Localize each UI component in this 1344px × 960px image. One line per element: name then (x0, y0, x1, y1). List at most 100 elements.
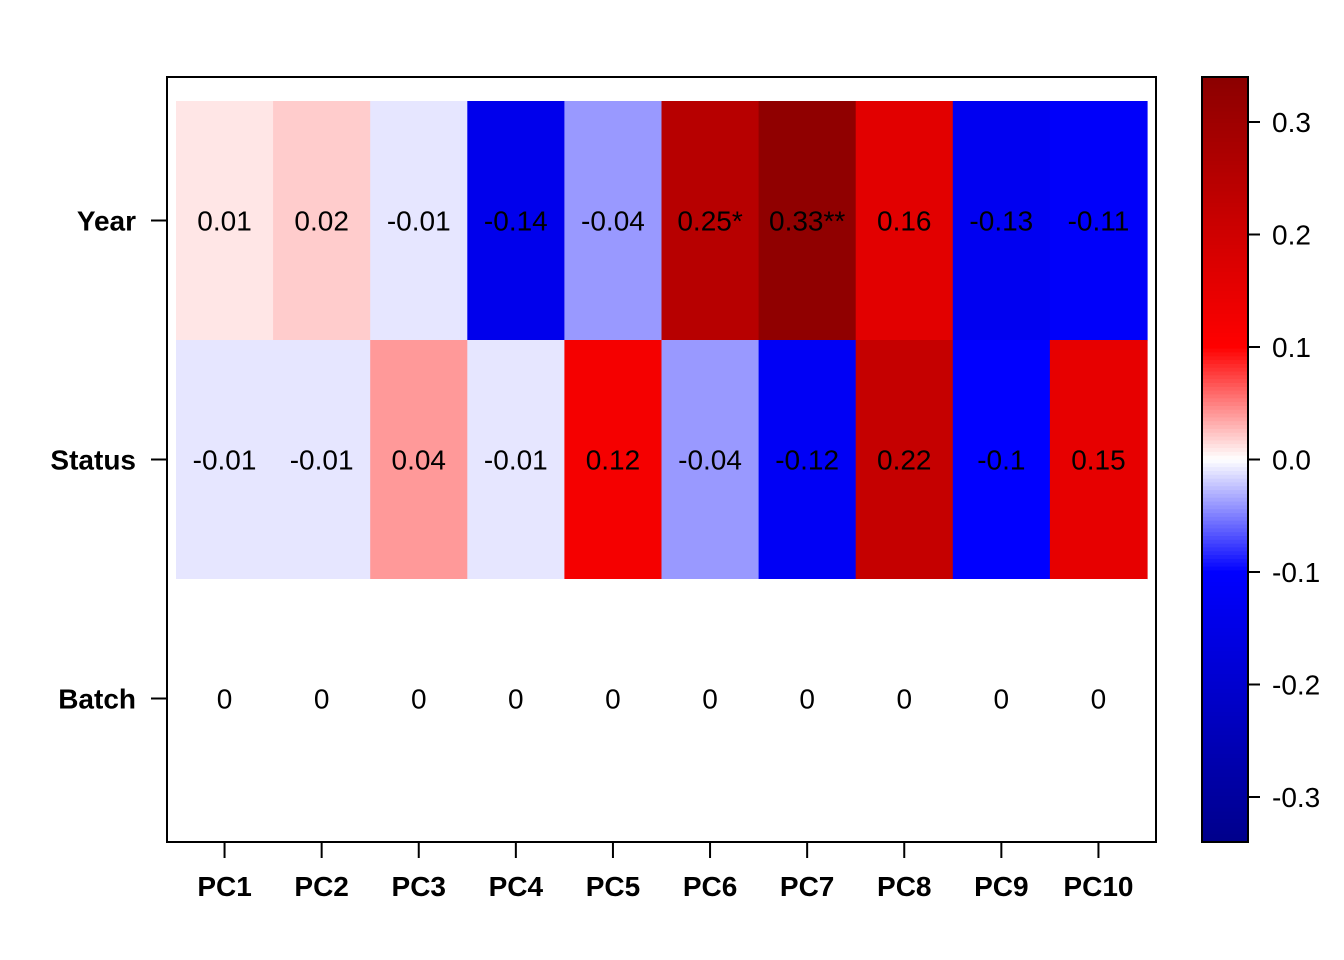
colorbar-swatch (1202, 761, 1248, 767)
colorbar-swatch (1202, 172, 1248, 178)
colorbar-swatch (1202, 608, 1248, 614)
colorbar-swatch (1202, 203, 1248, 208)
colorbar: -0.3 -0.2 -0.1 0.0 0.1 0.2 0.3 (1201, 76, 1320, 843)
colorbar-swatch (1202, 620, 1248, 625)
colorbar-swatch (1202, 811, 1248, 816)
cell-value-label: 0.15 (1071, 445, 1126, 476)
colorbar-swatch (1202, 822, 1248, 828)
heatmap-cell (661, 579, 760, 819)
x-axis: PC1 PC2 PC3 PC4 PC5 PC6 PC7 PC8 PC9 PC10 (197, 842, 1133, 902)
x-tick-label: PC2 (294, 871, 348, 902)
colorbar-swatch (1202, 654, 1248, 659)
colorbar-tick-label: 0.2 (1272, 220, 1311, 251)
colorbar-swatch (1202, 111, 1248, 116)
cell-value-label: -0.04 (678, 445, 742, 476)
colorbar-swatch (1202, 138, 1248, 143)
colorbar-swatch (1202, 317, 1248, 323)
colorbar-swatch (1202, 325, 1248, 331)
y-tick-label: Year (77, 206, 136, 237)
colorbar-swatch (1202, 222, 1248, 227)
colorbar-swatch (1202, 295, 1248, 300)
colorbar-swatch (1202, 279, 1248, 285)
colorbar-swatch (1202, 157, 1248, 162)
heatmap-cell (564, 579, 663, 819)
colorbar-swatch (1202, 356, 1248, 361)
heatmap-cell (952, 101, 1051, 341)
colorbar-swatch (1202, 493, 1248, 499)
colorbar-swatch (1202, 776, 1248, 782)
heatmap-cell (176, 340, 274, 580)
cell-value-label: 0.12 (586, 445, 641, 476)
colorbar-swatch (1202, 581, 1248, 587)
cell-value-label: 0 (508, 684, 524, 715)
colorbar-swatch (1202, 237, 1248, 243)
colorbar-swatch (1202, 444, 1248, 449)
colorbar-swatch (1202, 409, 1248, 415)
x-tick-label: PC1 (197, 871, 251, 902)
cell-value-label: 0 (605, 684, 621, 715)
colorbar-swatch (1202, 130, 1248, 135)
colorbar-swatch (1202, 398, 1248, 403)
colorbar-swatch (1202, 658, 1248, 663)
cell-value-label: 0 (411, 684, 427, 715)
heatmap-cells: 0.01 0.02 -0.01 -0.14 -0.04 0.25* 0.33** 0.16 -0… (176, 101, 1148, 819)
y-axis: Year Status Batch (50, 206, 167, 715)
colorbar-swatch (1202, 283, 1248, 288)
heatmap-cell (370, 101, 468, 341)
colorbar-swatch (1202, 765, 1248, 770)
colorbar-swatch (1202, 635, 1248, 640)
colorbar-swatch (1202, 478, 1248, 484)
colorbar-swatch (1202, 700, 1248, 705)
colorbar-swatch (1202, 819, 1248, 824)
colorbar-swatch (1202, 769, 1248, 774)
cell-value-label: -0.04 (581, 206, 645, 237)
colorbar-swatch (1202, 643, 1248, 648)
colorbar-swatch (1202, 501, 1248, 506)
x-tick-label: PC7 (780, 871, 834, 902)
colorbar-swatch (1202, 245, 1248, 250)
heatmap-cell (564, 101, 663, 341)
colorbar-swatch (1202, 249, 1248, 254)
colorbar-swatch (1202, 272, 1248, 277)
x-tick-label: PC8 (877, 871, 931, 902)
colorbar-swatch (1202, 631, 1248, 637)
heatmap-cell (952, 579, 1051, 819)
cell-value-label: 0.04 (392, 445, 447, 476)
colorbar-swatch (1202, 509, 1248, 514)
heatmap-cell (467, 579, 565, 819)
colorbar-swatch (1202, 750, 1248, 755)
colorbar-swatch (1202, 405, 1248, 411)
colorbar-swatch (1202, 513, 1248, 518)
colorbar-tick-label: -0.3 (1272, 782, 1320, 813)
x-tick-label: PC5 (586, 871, 640, 902)
colorbar-swatch (1202, 386, 1248, 392)
colorbar-swatch (1202, 570, 1248, 575)
colorbar-swatch (1202, 268, 1248, 273)
colorbar-swatch (1202, 604, 1248, 610)
colorbar-swatch (1202, 757, 1248, 763)
colorbar-swatch (1202, 92, 1248, 97)
colorbar-swatch (1202, 226, 1248, 231)
colorbar-swatch (1202, 612, 1248, 617)
colorbar-swatch (1202, 754, 1248, 759)
colorbar-swatch (1202, 838, 1248, 843)
heatmap-cell (1049, 340, 1148, 580)
heatmap-cell (661, 101, 760, 341)
cell-value-label: -0.01 (387, 206, 451, 237)
colorbar-swatch (1202, 340, 1248, 346)
colorbar-swatch (1202, 306, 1248, 311)
cell-value-label: 0.25* (677, 206, 742, 237)
colorbar-swatch (1202, 742, 1248, 747)
cell-value-label: 0 (994, 684, 1010, 715)
colorbar-swatch (1202, 696, 1248, 702)
colorbar-swatch (1202, 413, 1248, 419)
colorbar-swatch (1202, 233, 1248, 239)
colorbar-swatch (1202, 119, 1248, 124)
colorbar-swatch (1202, 685, 1248, 690)
colorbar-swatch (1202, 601, 1248, 606)
colorbar-swatch (1202, 80, 1248, 86)
colorbar-swatch (1202, 738, 1248, 744)
colorbar-swatch (1202, 199, 1248, 204)
colorbar-swatch (1202, 497, 1248, 503)
